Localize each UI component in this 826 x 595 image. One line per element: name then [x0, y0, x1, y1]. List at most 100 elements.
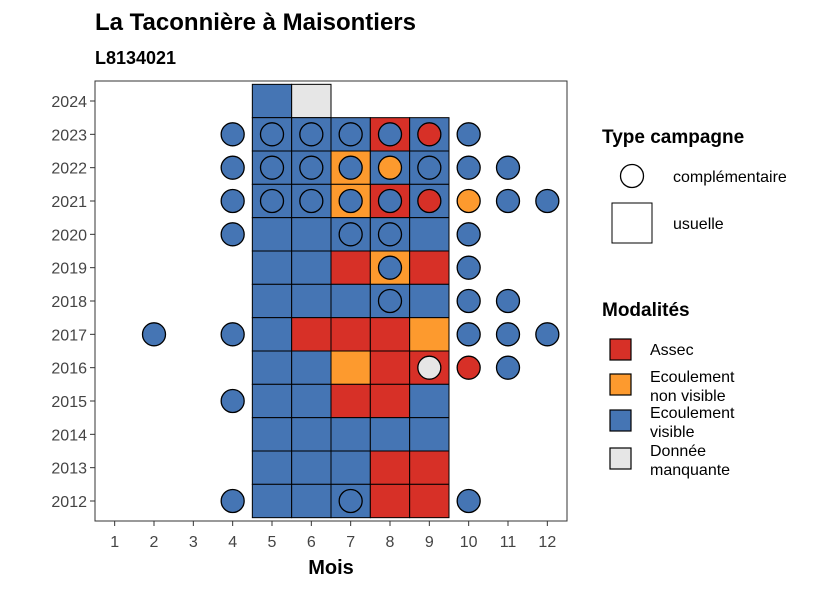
complementaire-point [456, 322, 481, 347]
legend: Type campagne complémentaire usuelle Modali… [602, 127, 787, 479]
complementaire-point [338, 188, 363, 214]
usuelle-tile [409, 317, 450, 352]
usuelle-tile [330, 417, 371, 452]
legend-fill-swatch [609, 373, 632, 396]
complementaire-point [535, 188, 560, 214]
chart-subtitle: L8134021 [95, 48, 176, 68]
usuelle-tile [251, 250, 293, 285]
complementaire-point [456, 488, 481, 514]
usuelle-tile [369, 317, 411, 352]
usuelle-tile [251, 383, 293, 419]
legend-circle-key [619, 163, 645, 189]
x-tick-label: 11 [500, 534, 517, 551]
complementaire-point [377, 222, 403, 247]
x-tick-label: 3 [189, 534, 198, 551]
legend-fill-label: visible [650, 424, 695, 441]
usuelle-tile [251, 450, 293, 485]
usuelle-tile [330, 350, 371, 385]
y-tick-label: 2012 [51, 494, 87, 511]
y-tick-label: 2023 [51, 127, 87, 144]
usuelle-tile [409, 483, 450, 519]
x-tick-label: 5 [268, 534, 277, 551]
usuelle-tile [369, 417, 411, 452]
complementaire-point [141, 322, 167, 347]
complementaire-point [377, 288, 403, 314]
legend-fill-label: Donnée [650, 443, 706, 460]
x-axis-title: Mois [308, 557, 354, 579]
y-tick-label: 2015 [51, 394, 87, 411]
legend-fill-swatch [609, 447, 632, 470]
complementaire-point [495, 188, 521, 214]
x-tick-label: 6 [307, 534, 316, 551]
usuelle-tile [251, 350, 293, 385]
complementaire-point [220, 388, 245, 414]
complementaire-point [299, 155, 324, 180]
complementaire-point [495, 355, 521, 380]
y-tick-label: 2017 [51, 327, 87, 344]
complementaire-point [220, 122, 245, 147]
x-tick-label: 8 [386, 534, 395, 551]
legend-fill-label: manquante [650, 462, 730, 479]
complementaire-point [377, 188, 403, 214]
y-tick-label: 2021 [51, 194, 87, 211]
y-tick-label: 2016 [51, 361, 87, 378]
complementaire-point [377, 122, 403, 147]
plot-area: 1 2 3 4 5 6 7 8 9 10 11 122012201320142015201620172… [51, 80, 568, 551]
complementaire-point [259, 155, 285, 180]
usuelle-tile [291, 483, 332, 519]
complementaire-point [338, 488, 363, 514]
usuelle-tile [291, 217, 332, 252]
complementaire-point [417, 355, 442, 380]
y-tick-label: 2024 [51, 94, 87, 111]
usuelle-tile [251, 283, 293, 319]
usuelle-tile [409, 450, 450, 485]
complementaire-point [535, 322, 560, 347]
legend-shape-label: complémentaire [673, 169, 787, 186]
usuelle-tile [369, 383, 411, 419]
x-tick-label: 9 [425, 534, 434, 551]
usuelle-tile [291, 417, 332, 452]
y-tick-label: 2022 [51, 161, 87, 178]
complementaire-point [456, 155, 481, 180]
plot-marks [141, 83, 560, 519]
complementaire-point [456, 222, 481, 247]
complementaire-point [220, 155, 245, 180]
legend-fill-label: Ecoulement [650, 369, 735, 386]
usuelle-tile [409, 417, 450, 452]
complementaire-point [377, 255, 403, 280]
legend-fill-label: Ecoulement [650, 405, 735, 422]
complementaire-point [338, 155, 363, 180]
legend-fill-label: non visible [650, 388, 726, 405]
y-tick-label: 2019 [51, 261, 87, 278]
usuelle-tile [369, 450, 411, 485]
usuelle-tile [251, 317, 293, 352]
x-tick-label: 12 [538, 534, 556, 551]
x-tick-label: 4 [228, 534, 237, 551]
y-tick-label: 2014 [51, 427, 87, 444]
complementaire-point [299, 122, 324, 147]
usuelle-tile [369, 350, 411, 385]
usuelle-tile [291, 317, 332, 352]
complementaire-point [220, 488, 245, 514]
usuelle-tile [409, 217, 450, 252]
x-tick-label: 2 [150, 534, 159, 551]
complementaire-point [456, 355, 481, 380]
complementaire-point [299, 188, 324, 214]
complementaire-point [456, 188, 481, 214]
legend-fill-label: Assec [650, 342, 694, 359]
complementaire-point [259, 188, 285, 214]
usuelle-tile [409, 383, 450, 419]
usuelle-tile [330, 317, 371, 352]
complementaire-point [456, 255, 481, 280]
usuelle-tile [251, 217, 293, 252]
complementaire-point [417, 122, 442, 147]
usuelle-tile [291, 350, 332, 385]
usuelle-tile [291, 450, 332, 485]
usuelle-tile [291, 283, 332, 319]
complementaire-point [220, 322, 245, 347]
legend-square-key [611, 202, 653, 244]
legend-fill-swatch [609, 338, 632, 361]
usuelle-tile [291, 250, 332, 285]
